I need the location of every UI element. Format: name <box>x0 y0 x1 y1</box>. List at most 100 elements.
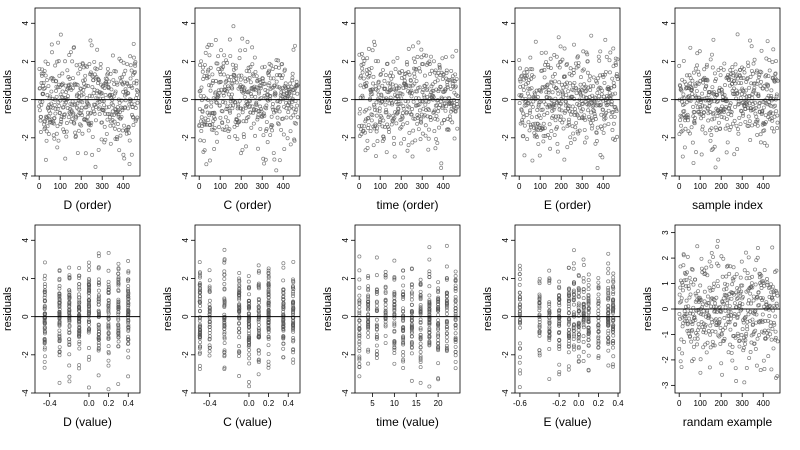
data-point <box>264 127 269 132</box>
data-point <box>681 92 686 97</box>
data-point <box>357 356 362 361</box>
data-point <box>453 299 458 304</box>
data-point <box>429 68 434 73</box>
data-point <box>281 297 286 302</box>
data-point <box>609 102 614 107</box>
data-point <box>74 63 79 68</box>
data-point <box>291 294 296 299</box>
data-point <box>77 305 81 310</box>
data-point <box>383 311 388 316</box>
data-point <box>558 114 563 119</box>
data-point <box>73 134 78 138</box>
data-point <box>596 276 601 280</box>
data-point <box>102 85 107 90</box>
data-point <box>244 68 249 73</box>
data-point <box>721 296 726 301</box>
data-point <box>266 266 271 271</box>
data-point <box>392 295 397 300</box>
data-point <box>54 94 59 99</box>
data-point <box>221 91 226 96</box>
data-point <box>90 134 95 139</box>
data-point <box>539 89 543 94</box>
data-point <box>207 278 212 283</box>
data-point <box>214 100 219 105</box>
data-point <box>115 122 120 126</box>
data-point <box>201 94 206 99</box>
data-point <box>292 138 297 143</box>
data-point <box>425 95 430 100</box>
data-point <box>712 71 717 76</box>
data-point <box>262 81 267 86</box>
data-point <box>737 101 742 106</box>
data-point <box>756 92 761 97</box>
data-point <box>604 110 609 115</box>
data-point <box>593 117 598 121</box>
data-point <box>222 324 227 329</box>
data-point <box>412 71 417 76</box>
data-point <box>102 124 107 129</box>
data-point <box>453 335 458 340</box>
data-point <box>427 298 432 303</box>
data-point <box>126 287 131 292</box>
data-point <box>600 72 605 77</box>
data-point <box>204 103 209 108</box>
data-point <box>743 342 748 346</box>
data-point <box>418 327 423 332</box>
data-point <box>580 107 585 112</box>
data-point <box>574 86 579 91</box>
data-point <box>566 89 571 94</box>
data-point <box>418 357 423 362</box>
data-point <box>769 94 774 98</box>
data-point <box>573 85 578 90</box>
data-point <box>67 340 72 344</box>
data-point <box>752 88 756 93</box>
data-point <box>436 280 441 285</box>
data-point <box>742 380 747 385</box>
data-point <box>274 79 279 84</box>
x-tick-label: 100 <box>694 182 708 191</box>
data-point <box>256 328 261 333</box>
data-point <box>257 332 261 337</box>
data-point <box>286 110 291 115</box>
data-point <box>392 351 397 355</box>
data-point <box>702 299 707 304</box>
data-point <box>752 81 757 86</box>
data-point <box>206 67 211 72</box>
data-point <box>427 326 432 331</box>
data-point <box>42 317 47 322</box>
data-point <box>197 318 202 323</box>
data-point <box>709 132 714 137</box>
data-point <box>66 94 70 99</box>
x-tick-label: 300 <box>736 399 750 408</box>
y-tick-label: -4 <box>661 172 670 180</box>
data-point <box>198 296 202 301</box>
data-point <box>357 339 362 344</box>
data-point <box>386 125 390 130</box>
y-axis-title: residuals <box>642 69 654 114</box>
data-point <box>266 98 271 103</box>
data-point <box>208 88 213 93</box>
data-point <box>119 79 124 84</box>
data-point <box>44 138 49 143</box>
data-point <box>96 343 101 348</box>
data-point <box>43 354 47 359</box>
data-point <box>239 73 244 78</box>
data-point <box>544 90 549 95</box>
data-point <box>97 78 102 83</box>
data-point <box>373 59 378 63</box>
data-point <box>256 358 261 363</box>
data-point <box>730 282 735 287</box>
data-point <box>105 66 110 71</box>
data-point <box>121 72 126 77</box>
data-point <box>444 294 449 299</box>
data-point <box>680 77 685 82</box>
data-point <box>374 326 379 331</box>
data-point <box>276 121 280 126</box>
data-point <box>96 310 101 315</box>
data-point <box>266 336 271 341</box>
data-point <box>237 335 242 340</box>
data-point <box>200 109 205 114</box>
data-point <box>613 105 618 110</box>
data-point <box>371 74 376 79</box>
data-point <box>126 303 131 308</box>
